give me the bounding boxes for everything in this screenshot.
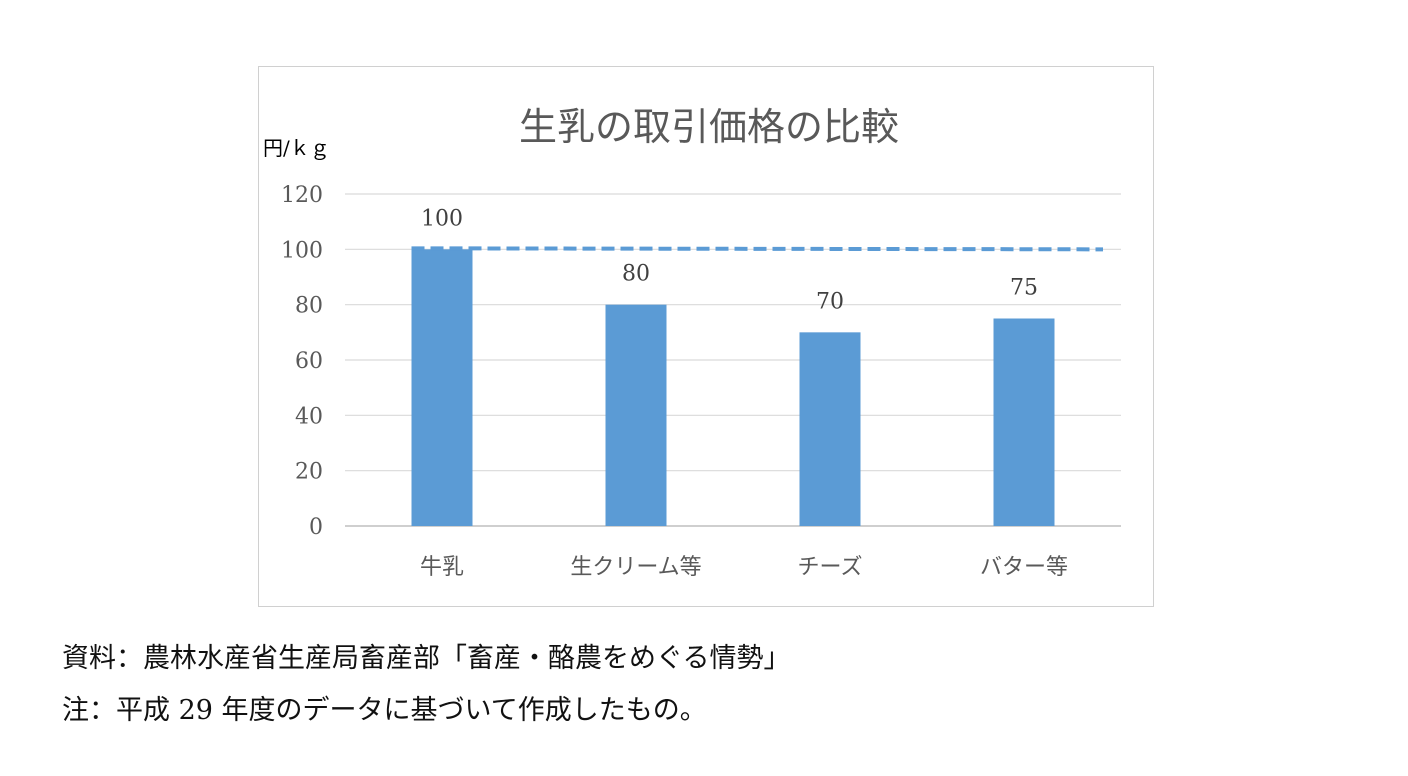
y-tick-label: 80 xyxy=(295,294,323,319)
x-axis-ticks: 牛乳 生クリーム等 チーズ バター等 xyxy=(420,555,1068,580)
y-axis-label: 円/ｋｇ xyxy=(263,136,330,160)
y-tick-label: 120 xyxy=(281,183,323,208)
reference-line xyxy=(411,246,1104,252)
y-tick-label: 20 xyxy=(295,460,323,485)
bar-chart: 生乳の取引価格の比較 円/ｋｇ 0 20 40 60 80 100 120 100 80 70 7… xyxy=(263,105,1121,580)
x-tick-label: 牛乳 xyxy=(420,555,464,580)
bars xyxy=(411,249,1055,527)
source-note: 資料：農林水産省生産局畜産部「畜産・酪農をめぐる情勢」 xyxy=(62,643,791,674)
bar xyxy=(411,249,473,527)
bar xyxy=(993,318,1055,526)
data-labels: 100 80 70 75 xyxy=(421,206,1038,314)
bar xyxy=(799,332,861,526)
chart-title: 生乳の取引価格の比較 xyxy=(519,105,899,149)
data-label: 70 xyxy=(816,289,844,314)
reference-line-group xyxy=(411,246,1104,252)
y-tick-label: 100 xyxy=(281,238,323,263)
x-tick-label: チーズ xyxy=(798,555,863,580)
data-label: 80 xyxy=(622,262,650,287)
x-tick-label: バター等 xyxy=(980,555,1068,580)
chart-container: 生乳の取引価格の比較 円/ｋｇ 0 20 40 60 80 100 120 100 80 70 7… xyxy=(258,66,1154,607)
bar xyxy=(605,304,667,526)
data-label: 100 xyxy=(421,206,463,231)
y-tick-label: 40 xyxy=(295,404,323,429)
y-axis-ticks: 0 20 40 60 80 100 120 xyxy=(281,183,323,540)
y-tick-label: 0 xyxy=(309,515,323,540)
y-tick-label: 60 xyxy=(295,349,323,374)
x-tick-label: 生クリーム等 xyxy=(570,555,701,580)
remark-note: 注：平成 29 年度のデータに基づいて作成したもの。 xyxy=(62,695,707,726)
data-label: 75 xyxy=(1010,276,1038,301)
